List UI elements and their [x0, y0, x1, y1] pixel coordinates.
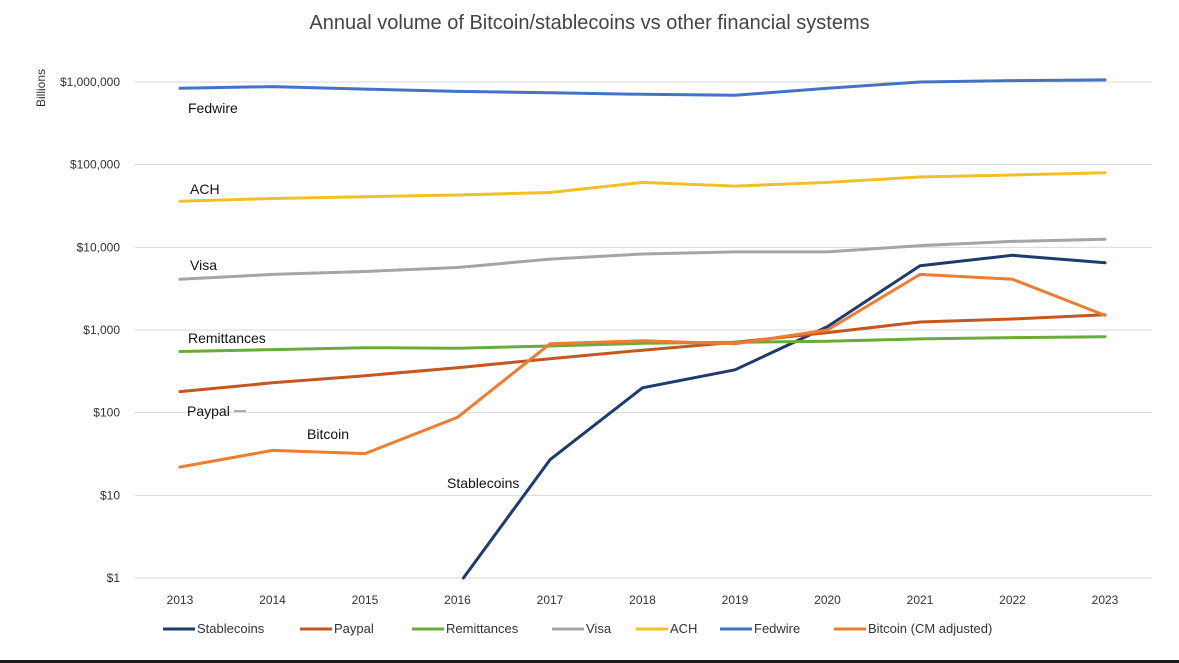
series-line-ach — [178, 171, 1107, 203]
series-annotation: Visa — [190, 257, 217, 273]
y-axis-label: Billions — [34, 69, 48, 107]
legend-label: Fedwire — [754, 621, 800, 636]
legend-label: Visa — [586, 621, 612, 636]
series-annotation: Paypal — [187, 403, 230, 419]
x-tick-label: 2021 — [907, 593, 934, 607]
x-tick-label: 2023 — [1092, 593, 1119, 607]
series-line-visa — [178, 237, 1107, 281]
x-tick-label: 2017 — [537, 593, 564, 607]
y-tick-label: $1 — [107, 571, 121, 585]
series-line-bitcoin-cm-adjusted — [178, 272, 1107, 469]
series-annotation: Remittances — [188, 330, 266, 346]
x-tick-label: 2014 — [259, 593, 286, 607]
y-tick-label: $1,000 — [83, 323, 120, 337]
y-tick-label: $1,000,000 — [60, 75, 120, 89]
y-tick-label: $10 — [100, 488, 120, 502]
x-tick-label: 2020 — [814, 593, 841, 607]
y-tick-label: $10,000 — [77, 240, 121, 254]
series-line-stablecoins — [461, 253, 1107, 580]
legend-label: Bitcoin (CM adjusted) — [868, 621, 992, 636]
legend-label: Paypal — [334, 621, 374, 636]
x-tick-label: 2016 — [444, 593, 471, 607]
x-tick-label: 2019 — [722, 593, 749, 607]
series-line-remittances — [178, 335, 1107, 353]
legend-label: Remittances — [446, 621, 519, 636]
chart-title: Annual volume of Bitcoin/stablecoins vs … — [309, 12, 870, 34]
x-tick-label: 2013 — [167, 593, 194, 607]
x-tick-label: 2015 — [352, 593, 379, 607]
y-tick-label: $100 — [93, 406, 120, 420]
legend-label: Stablecoins — [197, 621, 265, 636]
series-annotation: Stablecoins — [447, 475, 519, 491]
series-annotation: Fedwire — [188, 100, 238, 116]
x-tick-label: 2022 — [999, 593, 1026, 607]
series-line-paypal — [178, 313, 1107, 394]
legend-label: ACH — [670, 621, 697, 636]
series-annotation: ACH — [190, 181, 220, 197]
x-tick-label: 2018 — [629, 593, 656, 607]
series-annotation: Bitcoin — [307, 426, 349, 442]
y-tick-label: $100,000 — [70, 158, 120, 172]
series-line-fedwire — [178, 78, 1107, 97]
